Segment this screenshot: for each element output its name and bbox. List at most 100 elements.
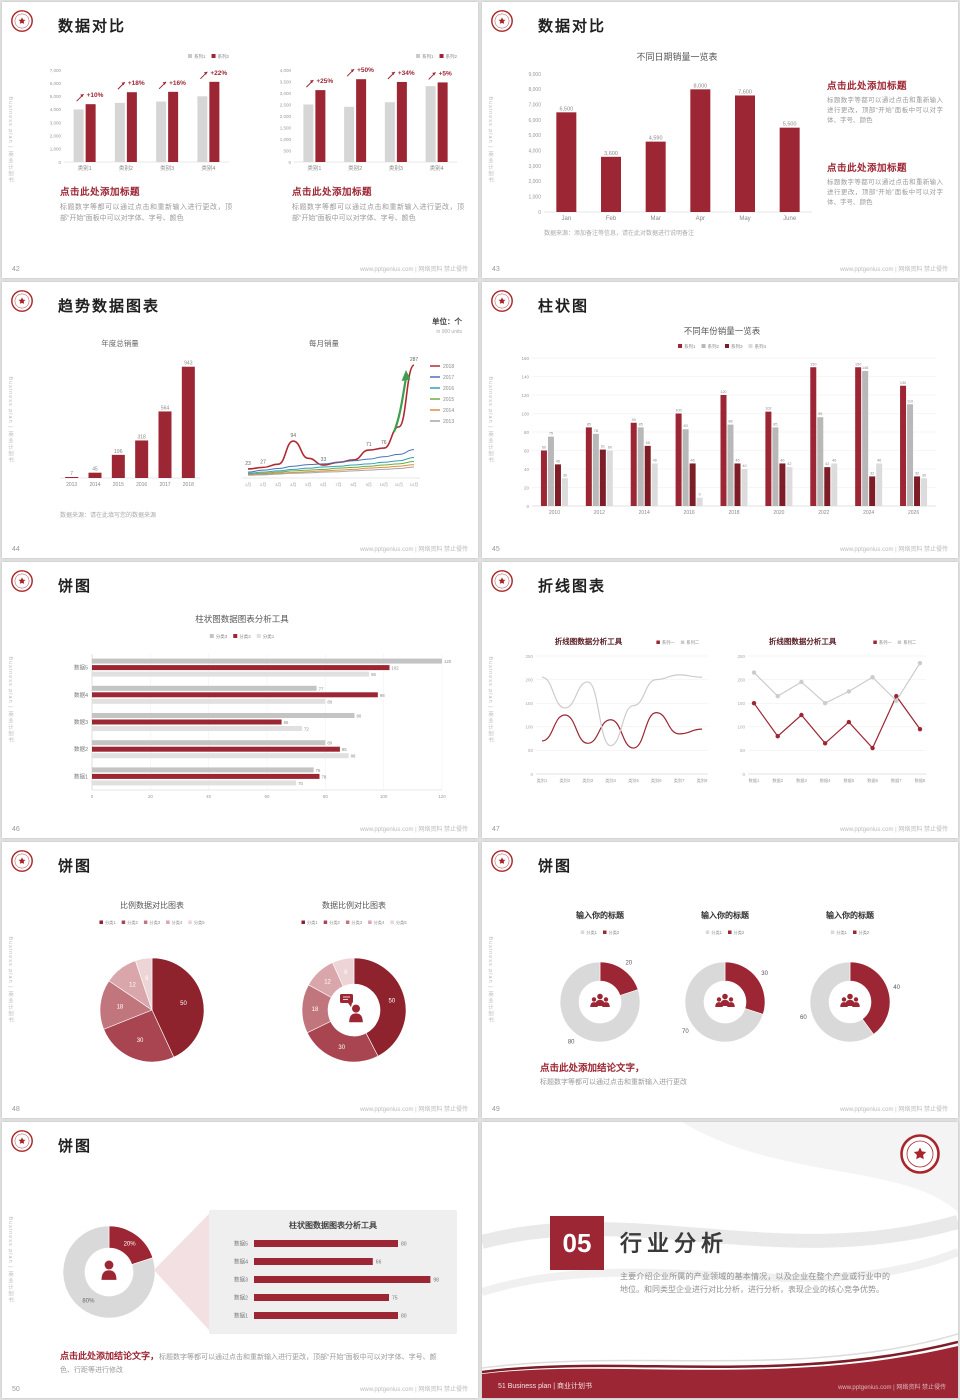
svg-text:76: 76 xyxy=(316,768,321,773)
svg-text:+16%: +16% xyxy=(169,80,186,87)
svg-text:120: 120 xyxy=(720,390,726,394)
svg-text:100: 100 xyxy=(525,725,533,730)
svg-text:每月销量: 每月销量 xyxy=(309,338,339,348)
sidebar-brand-vertical: Business plan | 商业计划书 xyxy=(487,936,493,1024)
svg-text:分类2: 分类2 xyxy=(329,919,340,926)
svg-text:7月: 7月 xyxy=(335,482,341,487)
svg-text:类别2: 类别2 xyxy=(348,164,362,172)
svg-text:32: 32 xyxy=(870,471,874,475)
section-background-graphics xyxy=(482,1122,958,1398)
svg-text:系列二: 系列二 xyxy=(686,639,700,646)
svg-text:数据1: 数据1 xyxy=(234,1312,248,1320)
svg-text:2013: 2013 xyxy=(443,419,454,425)
svg-text:20%: 20% xyxy=(124,1242,137,1248)
svg-text:5,500: 5,500 xyxy=(783,122,797,128)
svg-text:46: 46 xyxy=(690,458,694,462)
svg-text:60: 60 xyxy=(524,448,530,453)
slide-title: 柱状图 xyxy=(538,298,590,315)
svg-text:45: 45 xyxy=(556,459,560,463)
svg-text:60: 60 xyxy=(264,794,270,799)
svg-text:分类2: 分类2 xyxy=(609,929,620,936)
svg-text:102: 102 xyxy=(392,666,400,671)
svg-text:20: 20 xyxy=(524,485,530,490)
svg-text:943: 943 xyxy=(184,361,193,367)
svg-text:30: 30 xyxy=(338,1045,345,1051)
svg-text:数据4: 数据4 xyxy=(74,691,88,699)
svg-text:88: 88 xyxy=(728,420,732,424)
svg-text:9月: 9月 xyxy=(366,482,372,487)
svg-text:Apr: Apr xyxy=(696,216,705,222)
svg-text:40: 40 xyxy=(206,794,212,799)
seal-logo-icon xyxy=(491,570,513,592)
svg-text:+25%: +25% xyxy=(316,78,333,85)
svg-text:数据1: 数据1 xyxy=(749,777,760,784)
svg-text:6,500: 6,500 xyxy=(559,106,573,112)
svg-text:0: 0 xyxy=(288,160,291,165)
svg-text:500: 500 xyxy=(283,148,291,153)
svg-text:+5%: +5% xyxy=(439,70,452,77)
conclusion-heading: 点击此处添加结论文字， xyxy=(60,1351,160,1361)
svg-text:数据3: 数据3 xyxy=(234,1276,248,1284)
unit-sublabel: in 900 units xyxy=(436,329,462,335)
svg-text:85: 85 xyxy=(587,422,591,426)
svg-text:100: 100 xyxy=(380,794,388,799)
svg-text:42: 42 xyxy=(787,462,791,466)
svg-text:61: 61 xyxy=(601,445,605,449)
svg-text:类别2: 类别2 xyxy=(119,164,133,172)
svg-text:系列1: 系列1 xyxy=(684,343,696,350)
svg-text:2022: 2022 xyxy=(818,510,829,516)
svg-text:7: 7 xyxy=(70,471,73,477)
svg-text:50: 50 xyxy=(389,999,396,1005)
seal-logo-icon xyxy=(11,10,33,32)
slide-title: 趋势数据图表 xyxy=(58,298,161,315)
svg-text:类别5: 类别5 xyxy=(628,777,639,784)
svg-text:66: 66 xyxy=(376,1260,382,1266)
svg-text:数据4: 数据4 xyxy=(234,1258,248,1266)
svg-text:分类3: 分类3 xyxy=(351,919,362,926)
svg-text:90: 90 xyxy=(632,418,636,422)
slide-48: 饼图 Business plan | 商业计划书 48 www.pptgenius.c… xyxy=(2,842,478,1118)
svg-text:数据5: 数据5 xyxy=(234,1240,248,1248)
svg-text:分类1: 分类1 xyxy=(586,929,597,936)
svg-text:160: 160 xyxy=(521,356,529,361)
line-charts: 折线图数据分析工具 系列一 系列二 250 200 150 100 50 0 类别1 类别2 类别3 类… xyxy=(525,636,926,784)
svg-text:8: 8 xyxy=(344,970,348,976)
slide-42: 数据对比 Business plan | 商业计划书 42 www.pptgenius… xyxy=(2,2,478,278)
svg-text:40: 40 xyxy=(742,464,746,468)
svg-text:46: 46 xyxy=(780,458,784,462)
svg-text:100: 100 xyxy=(521,411,529,416)
svg-text:75: 75 xyxy=(392,1296,398,1302)
slide-title: 饼图 xyxy=(538,858,573,875)
svg-text:输入你的标题: 输入你的标题 xyxy=(826,910,875,920)
page-number: 49 xyxy=(492,1106,500,1113)
svg-text:柱状图数据图表分析工具: 柱状图数据图表分析工具 xyxy=(289,1220,377,1230)
svg-text:72: 72 xyxy=(304,727,309,732)
svg-text:1,000: 1,000 xyxy=(50,147,62,152)
svg-text:2018: 2018 xyxy=(183,482,194,488)
svg-text:June: June xyxy=(783,216,797,222)
svg-text:30: 30 xyxy=(761,971,768,977)
slide-49: 饼图 Business plan | 商业计划书 49 www.pptgenius.c… xyxy=(482,842,958,1118)
svg-text:200: 200 xyxy=(737,677,745,682)
svg-text:2016: 2016 xyxy=(684,510,695,516)
svg-text:46: 46 xyxy=(832,458,836,462)
increase-arrow-icon xyxy=(428,72,436,80)
svg-text:65: 65 xyxy=(646,441,650,445)
svg-text:100: 100 xyxy=(737,725,745,730)
svg-text:2014: 2014 xyxy=(89,482,100,488)
svg-text:2012: 2012 xyxy=(594,510,605,516)
conclusion-block: 点击此处添加结论文字，标题数字等都可以通过点击和重新输入进行更改，顶部“开始”面… xyxy=(60,1350,440,1378)
data-source-note: 数据来源：请在此填写您的数据来源 xyxy=(60,513,157,519)
person-icon xyxy=(349,1004,363,1023)
svg-text:150: 150 xyxy=(737,701,745,706)
svg-text:98: 98 xyxy=(433,1278,439,1284)
svg-text:0: 0 xyxy=(530,772,533,777)
svg-text:8,000: 8,000 xyxy=(528,87,541,93)
svg-text:分类1: 分类1 xyxy=(711,929,722,936)
svg-text:50: 50 xyxy=(180,1001,187,1007)
svg-text:Mar: Mar xyxy=(650,216,660,222)
svg-text:0: 0 xyxy=(526,504,529,509)
svg-text:分类4: 分类4 xyxy=(374,919,385,926)
